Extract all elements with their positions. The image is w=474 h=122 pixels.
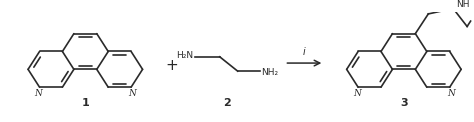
Text: H₂N: H₂N — [176, 51, 193, 60]
Text: i: i — [303, 47, 306, 57]
Text: N: N — [128, 89, 136, 98]
Text: N: N — [447, 89, 455, 98]
Text: NH: NH — [456, 0, 470, 9]
Text: N: N — [353, 89, 361, 98]
Text: 3: 3 — [400, 98, 408, 108]
Text: NH₂: NH₂ — [261, 68, 278, 76]
Text: 1: 1 — [82, 98, 89, 108]
Text: 2: 2 — [223, 98, 231, 108]
Text: N: N — [35, 89, 43, 98]
Text: +: + — [165, 58, 178, 73]
